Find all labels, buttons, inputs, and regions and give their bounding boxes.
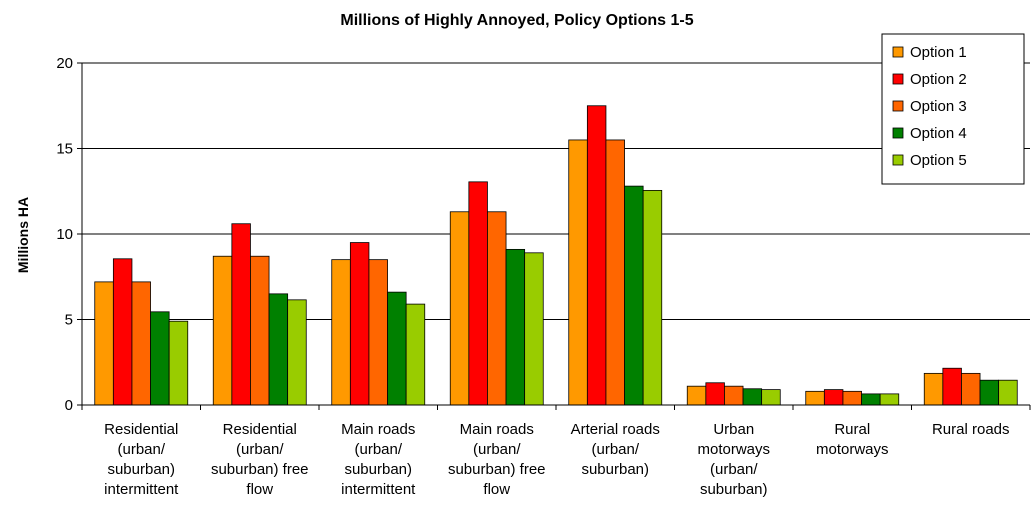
bar bbox=[605, 139, 625, 406]
x-tick-label: Residential (urban/suburban) intermittent bbox=[104, 421, 179, 498]
x-tick-label-line: Residential bbox=[104, 421, 178, 438]
x-tick-label-line: suburban) bbox=[700, 481, 768, 498]
bar bbox=[268, 293, 289, 406]
x-tick-label-line: (urban/ bbox=[236, 441, 284, 458]
x-tick-label-line: (urban/ bbox=[473, 441, 521, 458]
x-tick-label-line: Rural bbox=[834, 421, 870, 438]
y-tick-label: 0 bbox=[65, 397, 73, 414]
bar bbox=[505, 248, 526, 406]
x-tick-label: Urban motorways (urban/suburban) bbox=[697, 421, 770, 498]
bar bbox=[94, 281, 114, 406]
bar bbox=[724, 385, 744, 406]
bar bbox=[331, 259, 351, 406]
x-tick-label-line: suburban) free bbox=[211, 461, 309, 478]
legend-label: Option 1 bbox=[910, 44, 967, 61]
x-tick-label: Residential (urban/suburban) free flow bbox=[211, 421, 309, 498]
bar bbox=[150, 311, 170, 406]
bar bbox=[823, 389, 844, 406]
bar bbox=[879, 393, 900, 406]
x-tick-label-line: suburban) bbox=[581, 461, 649, 478]
x-tick-label-line: (urban/ bbox=[710, 461, 758, 478]
x-tick-label-line: Residential bbox=[223, 421, 297, 438]
bar bbox=[168, 320, 189, 406]
bar bbox=[487, 211, 507, 406]
bar bbox=[524, 252, 544, 406]
x-tick-label-line: intermittent bbox=[104, 481, 179, 498]
bar bbox=[861, 393, 881, 406]
legend-label: Option 4 bbox=[910, 125, 967, 142]
x-tick-label: Main roads (urban/suburban) free flow bbox=[448, 421, 546, 498]
bar bbox=[131, 281, 151, 406]
bar bbox=[586, 105, 607, 406]
legend-swatch bbox=[892, 46, 904, 58]
legend-label: Option 3 bbox=[910, 98, 967, 115]
x-tick-label: Arterial roads (urban/suburban) bbox=[571, 421, 660, 478]
x-tick-label-line: suburban) bbox=[344, 461, 412, 478]
x-tick-label-line: Main roads bbox=[341, 421, 415, 438]
bar bbox=[287, 299, 307, 406]
x-tick-label: Rural motorways bbox=[816, 421, 889, 458]
bar bbox=[368, 259, 388, 406]
bar bbox=[212, 255, 233, 406]
y-tick-label: 20 bbox=[56, 55, 73, 72]
x-tick-label-line: Arterial roads bbox=[571, 421, 660, 438]
bar bbox=[642, 189, 663, 406]
bar bbox=[705, 382, 725, 406]
x-tick-label: Main roads (urban/suburban) intermittent bbox=[341, 421, 416, 498]
bar bbox=[624, 185, 644, 406]
x-tick-label-line: motorways bbox=[816, 441, 889, 458]
x-tick-label-line: (urban/ bbox=[117, 441, 165, 458]
bar bbox=[405, 303, 426, 406]
bar bbox=[112, 258, 133, 406]
x-tick-label-line: (urban/ bbox=[591, 441, 639, 458]
x-tick-label-line: Rural roads bbox=[932, 421, 1010, 438]
x-tick-label-line: suburban) free bbox=[448, 461, 546, 478]
bar bbox=[998, 379, 1018, 406]
legend-label: Option 5 bbox=[910, 152, 967, 169]
bar bbox=[923, 372, 944, 406]
y-tick-label: 10 bbox=[56, 226, 73, 243]
legend-swatch bbox=[892, 73, 904, 85]
bar bbox=[686, 385, 707, 406]
bar bbox=[349, 242, 370, 406]
bar bbox=[568, 139, 588, 406]
x-tick-label-line: intermittent bbox=[341, 481, 416, 498]
chart-title: Millions of Highly Annoyed, Policy Optio… bbox=[340, 12, 693, 29]
bar bbox=[942, 367, 962, 406]
bar bbox=[449, 211, 470, 406]
bar bbox=[979, 379, 1000, 406]
x-tick-label: Rural roads bbox=[932, 421, 1010, 438]
y-axis-label: Millions HA bbox=[15, 197, 31, 273]
x-tick-label-line: Urban bbox=[713, 421, 754, 438]
legend-label: Option 2 bbox=[910, 71, 967, 88]
x-tick-label-line: suburban) bbox=[107, 461, 175, 478]
legend-swatch bbox=[892, 100, 904, 112]
bar bbox=[961, 372, 981, 406]
x-tick-label-line: motorways bbox=[697, 441, 770, 458]
legend-swatch bbox=[892, 127, 904, 139]
bar bbox=[387, 291, 407, 406]
y-tick-label: 15 bbox=[56, 141, 73, 158]
bar bbox=[761, 389, 781, 406]
legend bbox=[881, 33, 1025, 185]
bar bbox=[231, 223, 251, 406]
y-tick-label: 5 bbox=[65, 312, 73, 329]
legend-swatch bbox=[892, 154, 904, 166]
x-tick-label-line: flow bbox=[246, 481, 273, 498]
bar bbox=[250, 255, 270, 406]
x-tick-label-line: flow bbox=[483, 481, 510, 498]
bar bbox=[842, 390, 862, 406]
bar bbox=[805, 390, 825, 406]
bar bbox=[742, 388, 763, 406]
bar bbox=[468, 181, 488, 406]
x-tick-label-line: Main roads bbox=[460, 421, 534, 438]
x-tick-label-line: (urban/ bbox=[354, 441, 402, 458]
